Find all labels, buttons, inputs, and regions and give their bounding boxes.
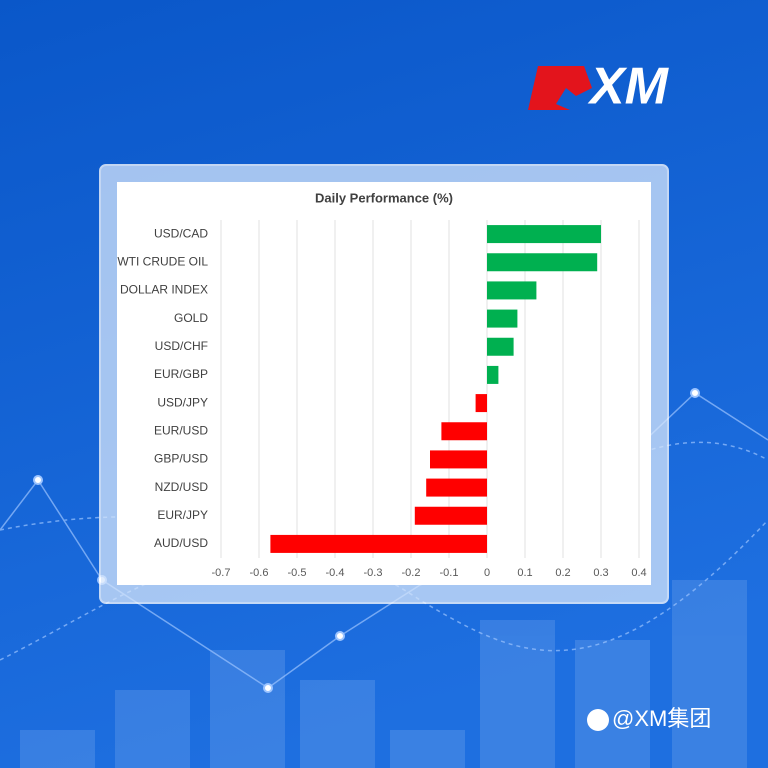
y-tick-label: AUD/USD xyxy=(154,536,208,550)
x-tick-label: 0.1 xyxy=(517,567,532,579)
bar xyxy=(487,281,537,300)
y-tick-label: GBP/USD xyxy=(154,452,208,466)
y-tick-label: USD/CHF xyxy=(155,339,208,353)
x-tick-label: -0.5 xyxy=(288,567,307,579)
x-tick-label: -0.1 xyxy=(440,567,459,579)
decor-dots xyxy=(33,388,700,693)
logo-text: XM xyxy=(587,58,670,116)
x-tick-label: 0.4 xyxy=(631,567,646,579)
x-tick-label: -0.3 xyxy=(364,567,383,579)
watermark-icon xyxy=(587,709,609,731)
bar xyxy=(487,365,499,384)
y-tick-label: EUR/GBP xyxy=(154,367,208,381)
bar xyxy=(487,309,518,328)
y-tick-label: EUR/JPY xyxy=(157,508,208,522)
bar xyxy=(414,506,487,525)
x-tick-label: 0.2 xyxy=(555,567,570,579)
bar xyxy=(487,225,601,244)
y-tick-label: NZD/USD xyxy=(155,480,209,494)
watermark: @XM集团 xyxy=(612,706,711,731)
bar xyxy=(270,534,487,553)
x-tick-label: 0.3 xyxy=(593,567,608,579)
y-tick-label: DOLLAR INDEX xyxy=(120,283,208,297)
x-tick-label: -0.4 xyxy=(326,567,345,579)
bar xyxy=(430,450,487,469)
x-tick-label: -0.2 xyxy=(402,567,421,579)
bar xyxy=(487,337,514,356)
bar xyxy=(426,478,487,497)
decor-bars xyxy=(20,580,747,768)
y-tick-label: EUR/USD xyxy=(154,423,208,437)
chart-panel xyxy=(117,182,651,585)
y-tick-label: WTI CRUDE OIL xyxy=(117,254,208,268)
x-tick-label: 0 xyxy=(484,567,490,579)
y-tick-label: USD/CAD xyxy=(154,226,208,240)
bar xyxy=(441,422,487,441)
bar xyxy=(487,253,598,272)
bar xyxy=(475,394,487,413)
chart-title: Daily Performance (%) xyxy=(315,190,453,205)
x-tick-label: -0.7 xyxy=(212,567,231,579)
y-tick-label: GOLD xyxy=(174,311,208,325)
logo-mark xyxy=(528,66,592,110)
x-tick-label: -0.6 xyxy=(250,567,269,579)
y-tick-label: USD/JPY xyxy=(157,395,208,409)
